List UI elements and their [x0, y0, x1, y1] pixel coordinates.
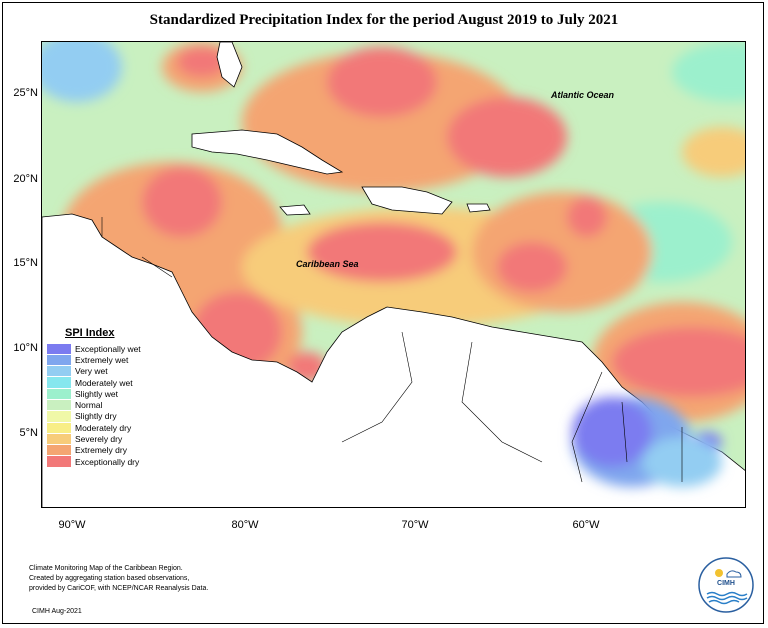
legend-items: Exceptionally wet Extremely wet Very wet Mo… — [47, 343, 152, 467]
lat-label-25n: 25°N — [13, 87, 38, 99]
legend-item: Normal — [47, 399, 152, 411]
legend-label: Extremely wet — [75, 354, 129, 365]
legend-swatch — [47, 354, 71, 366]
legend-item: Moderately wet — [47, 377, 152, 388]
legend-item: Severely dry — [47, 433, 152, 445]
footnote-line-1: Climate Monitoring Map of the Caribbean … — [29, 565, 183, 572]
lon-label-90w: 90°W — [58, 519, 86, 531]
lat-label-10n: 10°N — [13, 342, 38, 354]
lat-label-15n: 15°N — [13, 257, 38, 269]
legend-label: Moderately wet — [75, 377, 133, 388]
lon-label-60w: 60°W — [572, 519, 600, 531]
legend-swatch — [47, 433, 71, 445]
legend-label: Severely dry — [75, 434, 123, 445]
map-title: Standardized Precipitation Index for the… — [149, 12, 619, 28]
legend-title: SPI Index — [65, 327, 115, 339]
legend-item: Exceptionally dry — [47, 456, 152, 467]
spi-legend: SPI Index Exceptionally wet Extremely wet… — [47, 327, 152, 467]
legend-label: Slightly wet — [75, 388, 118, 399]
legend-swatch — [47, 366, 71, 377]
legend-swatch — [47, 456, 71, 467]
lat-label-20n: 20°N — [13, 173, 38, 185]
legend-item: Slightly dry — [47, 411, 152, 422]
footnote-line-3: provided by CariCOF, with NCEP/NCAR Rean… — [29, 585, 209, 592]
legend-swatch — [47, 377, 71, 388]
legend-swatch — [47, 445, 71, 456]
legend-label: Exceptionally dry — [75, 456, 140, 467]
legend-swatch — [47, 343, 71, 354]
atlantic-ocean-label: Atlantic Ocean — [551, 90, 615, 100]
caribbean-sea-label: Caribbean Sea — [296, 259, 359, 269]
legend-item: Very wet — [47, 366, 152, 377]
legend-item: Slightly wet — [47, 388, 152, 399]
legend-item: Extremely dry — [47, 445, 152, 456]
legend-item: Extremely wet — [47, 354, 152, 366]
legend-label: Extremely dry — [75, 445, 127, 456]
footnote: Climate Monitoring Map of the Caribbean … — [29, 564, 208, 594]
spi-map: Atlantic Ocean Caribbean Sea — [41, 41, 746, 508]
legend-label: Exceptionally wet — [75, 343, 141, 354]
cimh-logo-icon: CIMH — [697, 556, 755, 614]
legend-item: Moderately dry — [47, 422, 152, 433]
legend-swatch — [47, 399, 71, 411]
legend-swatch — [47, 388, 71, 399]
legend-label: Slightly dry — [75, 411, 117, 422]
lat-label-5n: 5°N — [19, 427, 38, 439]
spi-map-graphic — [42, 42, 745, 507]
credit-text: CIMH Aug-2021 — [32, 608, 82, 615]
lon-label-80w: 80°W — [231, 519, 259, 531]
legend-label: Normal — [75, 400, 103, 411]
legend-item: Exceptionally wet — [47, 343, 152, 354]
legend-label: Very wet — [75, 366, 108, 377]
footnote-line-2: Created by aggregating station based obs… — [29, 575, 190, 582]
lon-label-70w: 70°W — [401, 519, 429, 531]
legend-label: Moderately dry — [75, 422, 132, 433]
legend-swatch — [47, 422, 71, 433]
logo-text: CIMH — [717, 580, 735, 587]
legend-swatch — [47, 411, 71, 422]
